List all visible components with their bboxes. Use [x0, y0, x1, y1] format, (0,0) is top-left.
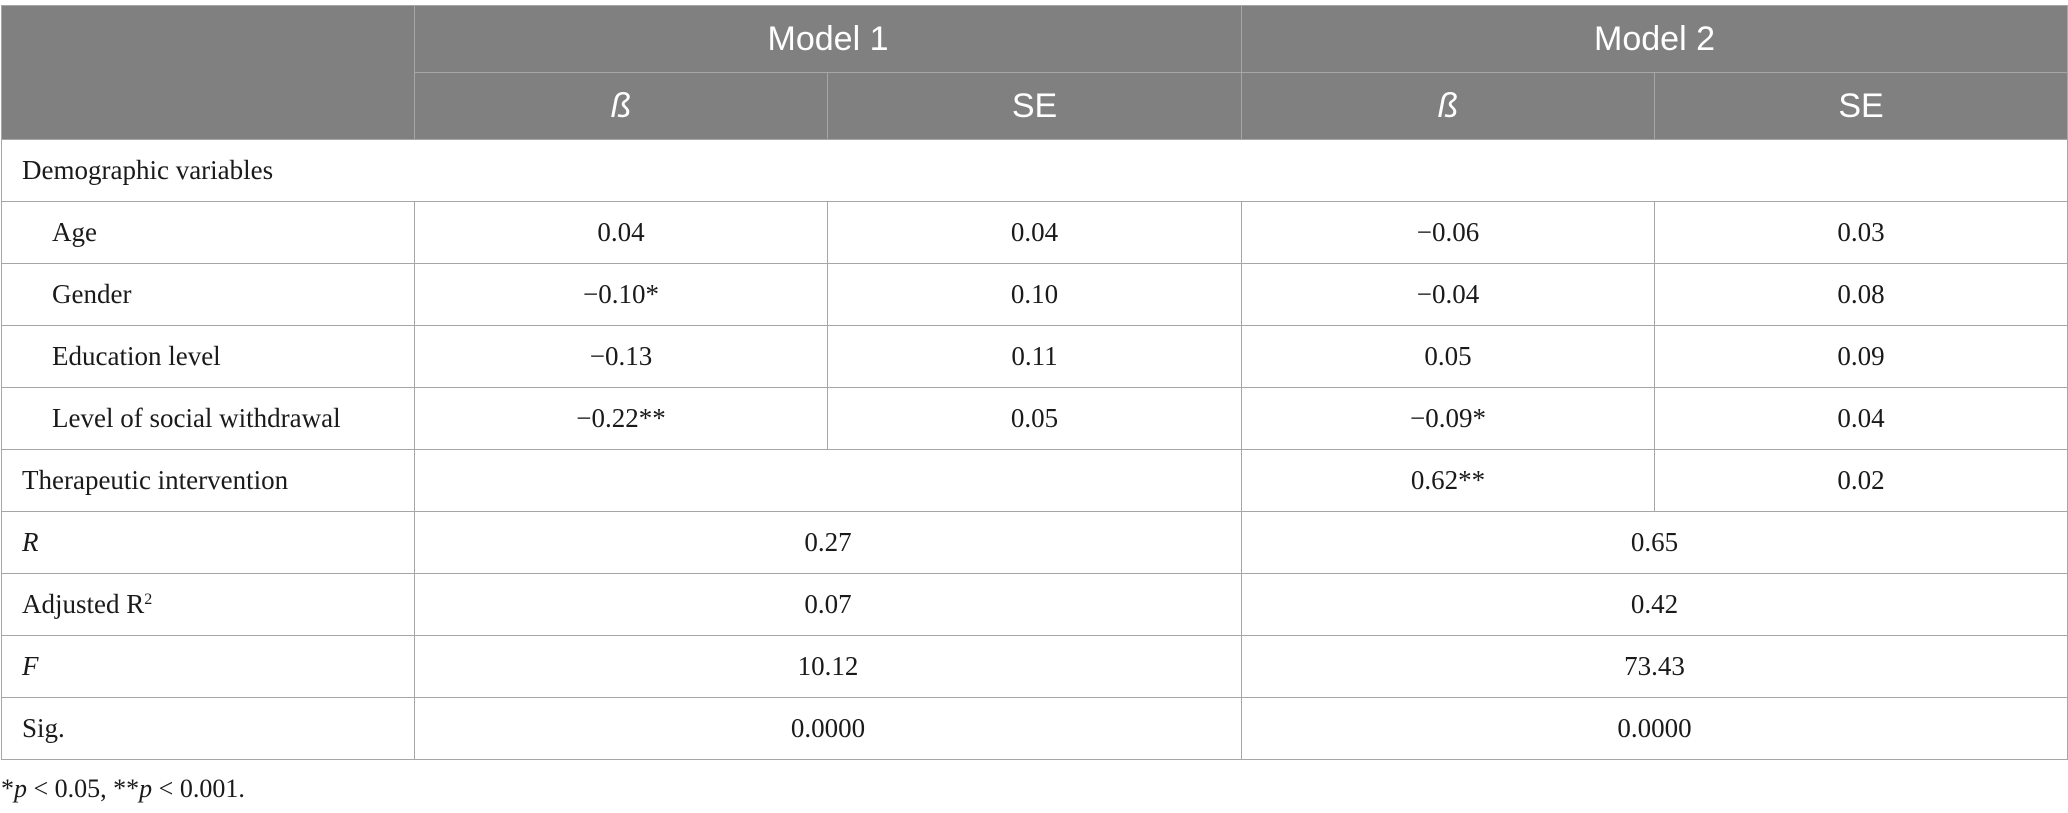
footnote-threshold1: < 0.05, **: [27, 774, 140, 803]
table-row: R 0.27 0.65: [1, 511, 2068, 574]
footnote-star: *: [1, 774, 14, 803]
header-model2: Model 2: [1241, 5, 2068, 73]
cell-age-m1-beta: 0.04: [414, 201, 828, 264]
cell-withdrawal-m1-se: 0.05: [827, 387, 1242, 450]
cell-adj-r2-m2: 0.42: [1241, 573, 2068, 636]
cell-adj-r2-m1: 0.07: [414, 573, 1242, 636]
row-label-demographic: Demographic variables: [1, 139, 2068, 202]
row-label-sig: Sig.: [1, 697, 415, 760]
cell-age-m1-se: 0.04: [827, 201, 1242, 264]
header-model1-se: SE: [827, 72, 1242, 140]
cell-therapeutic-m1: [414, 449, 1242, 512]
footnote-p2: p: [139, 774, 153, 803]
table-row: Adjusted R2 0.07 0.42: [1, 573, 2068, 636]
regression-table: Model 1 Model 2 ß SE ß SE Demographic va…: [1, 5, 2068, 760]
cell-r-m1: 0.27: [414, 511, 1242, 574]
cell-age-m2-se: 0.03: [1654, 201, 2068, 264]
row-label-f: F: [1, 635, 415, 698]
cell-therapeutic-m2-beta: 0.62**: [1241, 449, 1655, 512]
header-model1-beta: ß: [414, 72, 828, 140]
header-stub-cell: [1, 5, 415, 140]
table-row: Level of social withdrawal −0.22** 0.05 …: [1, 387, 2068, 450]
header-row-stats: ß SE ß SE: [2, 72, 2068, 140]
cell-withdrawal-m1-beta: −0.22**: [414, 387, 828, 450]
header-row-models: Model 1 Model 2: [1, 5, 2068, 140]
footnote-threshold2: < 0.001.: [152, 774, 245, 803]
table-row: Age 0.04 0.04 −0.06 0.03: [1, 201, 2068, 264]
row-label-age: Age: [1, 201, 415, 264]
header-model2-se: SE: [1654, 72, 2068, 140]
cell-gender-m1-se: 0.10: [827, 263, 1242, 326]
cell-r-m2: 0.65: [1241, 511, 2068, 574]
cell-therapeutic-m2-se: 0.02: [1654, 449, 2068, 512]
cell-sig-m2: 0.0000: [1241, 697, 2068, 760]
cell-education-m1-beta: −0.13: [414, 325, 828, 388]
row-label-adjusted-r2: Adjusted R2: [1, 573, 415, 636]
header-model2-beta: ß: [1241, 72, 1655, 140]
cell-education-m2-beta: 0.05: [1241, 325, 1655, 388]
row-label-r: R: [1, 511, 415, 574]
cell-f-m2: 73.43: [1241, 635, 2068, 698]
table-body: Demographic variables Age 0.04 0.04 −0.0…: [1, 139, 2068, 760]
cell-education-m1-se: 0.11: [827, 325, 1242, 388]
row-label-withdrawal: Level of social withdrawal: [1, 387, 415, 450]
table-footnote: *p < 0.05, **p < 0.001.: [1, 774, 245, 804]
cell-f-m1: 10.12: [414, 635, 1242, 698]
table-row: Demographic variables: [1, 139, 2068, 202]
table-row: Therapeutic intervention 0.62** 0.02: [1, 449, 2068, 512]
cell-withdrawal-m2-beta: −0.09*: [1241, 387, 1655, 450]
header-model1: Model 1: [414, 5, 1242, 73]
cell-sig-m1: 0.0000: [414, 697, 1242, 760]
cell-gender-m1-beta: −0.10*: [414, 263, 828, 326]
table-row: F 10.12 73.43: [1, 635, 2068, 698]
row-label-therapeutic: Therapeutic intervention: [1, 449, 415, 512]
cell-education-m2-se: 0.09: [1654, 325, 2068, 388]
row-label-education: Education level: [1, 325, 415, 388]
table-header: Model 1 Model 2 ß SE ß SE: [1, 5, 2068, 140]
r2-superscript: 2: [144, 591, 153, 608]
cell-withdrawal-m2-se: 0.04: [1654, 387, 2068, 450]
cell-gender-m2-se: 0.08: [1654, 263, 2068, 326]
table-row: Education level −0.13 0.11 0.05 0.09: [1, 325, 2068, 388]
footnote-p1: p: [14, 774, 27, 803]
adjusted-r2-text: Adjusted R: [22, 589, 145, 619]
table-row: Sig. 0.0000 0.0000: [1, 697, 2068, 760]
cell-gender-m2-beta: −0.04: [1241, 263, 1655, 326]
row-label-gender: Gender: [1, 263, 415, 326]
cell-age-m2-beta: −0.06: [1241, 201, 1655, 264]
table-row: Gender −0.10* 0.10 −0.04 0.08: [1, 263, 2068, 326]
